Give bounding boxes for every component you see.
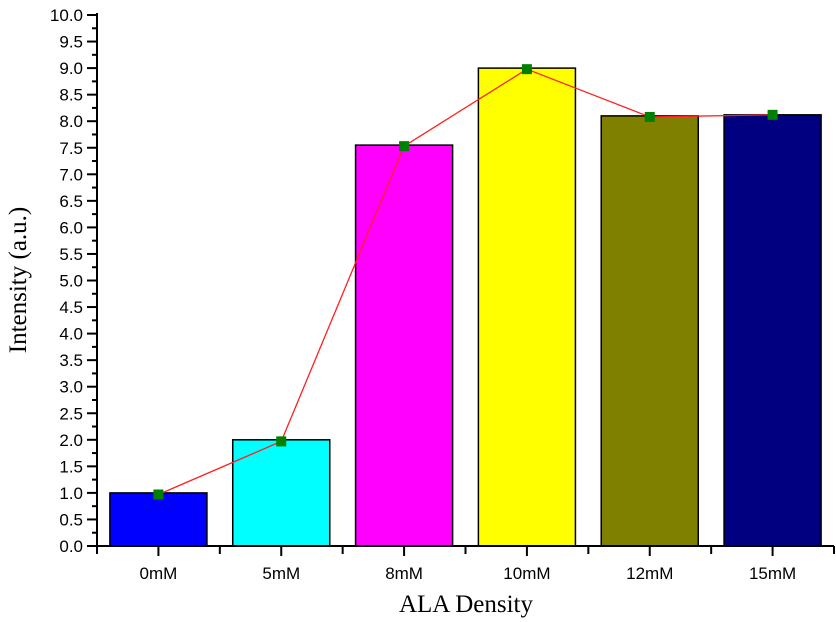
y-tick-label: 5.0 [59, 272, 83, 291]
overlay-line [158, 68, 773, 496]
bar-15mM [723, 114, 822, 547]
x-tick-label: 8mM [385, 564, 423, 583]
y-tick-label: 9.0 [59, 59, 83, 78]
y-tick-label: 7.0 [59, 165, 83, 184]
marker-5mM [276, 436, 287, 447]
y-tick-label: 2.5 [59, 404, 83, 423]
marker-10mM [521, 64, 532, 75]
y-tick-label: 1.0 [59, 484, 83, 503]
x-tick-label: 10mM [503, 564, 550, 583]
y-tick-label: 5.5 [59, 245, 83, 264]
bar-8mM [354, 144, 454, 547]
y-tick-label: 10.0 [50, 6, 83, 25]
y-tick-label: 0.5 [59, 510, 83, 529]
x-tick-label: 0mM [140, 564, 178, 583]
y-tick-label: 1.5 [59, 457, 83, 476]
bar-5mM [231, 439, 331, 547]
x-tick-label: 15mM [749, 564, 796, 583]
bar-12mM [600, 115, 700, 547]
y-tick-label: 9.5 [59, 33, 83, 52]
bar-10mM [477, 67, 577, 547]
x-axis-label: ALA Density [399, 591, 534, 618]
marker-0mM [153, 489, 164, 500]
y-tick-label: 0.0 [59, 537, 83, 556]
marker-8mM [399, 141, 410, 152]
y-tick-label: 6.5 [59, 192, 83, 211]
marker-12mM [644, 111, 655, 122]
y-tick-label: 4.5 [59, 298, 83, 317]
x-tick-label: 5mM [262, 564, 300, 583]
y-tick-label: 3.0 [59, 378, 83, 397]
marker-15mM [767, 109, 778, 120]
y-tick-label: 7.5 [59, 139, 83, 158]
y-axis-label: Intensity (a.u.) [5, 207, 32, 353]
y-tick-label: 3.5 [59, 351, 83, 370]
y-tick-label: 4.0 [59, 325, 83, 344]
y-tick-label: 8.5 [59, 86, 83, 105]
bar-0mM [109, 492, 208, 547]
x-tick-label: 12mM [626, 564, 673, 583]
y-tick-label: 2.0 [59, 431, 83, 450]
y-tick-label: 6.0 [59, 218, 83, 237]
y-tick-label: 8.0 [59, 112, 83, 131]
